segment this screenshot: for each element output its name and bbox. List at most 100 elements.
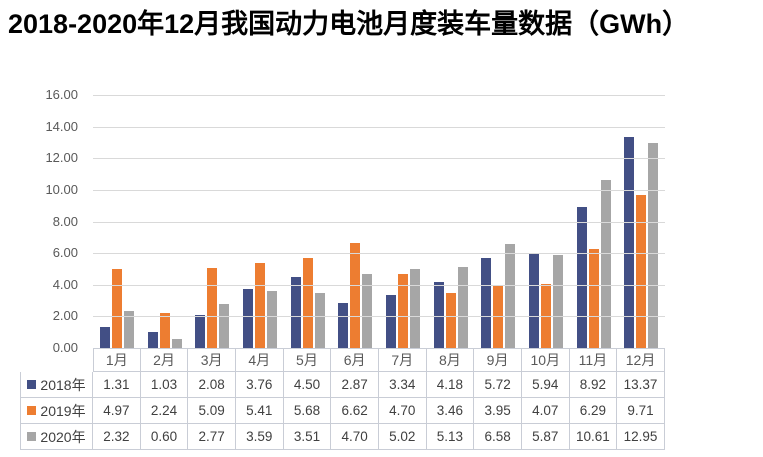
bar-group bbox=[284, 95, 332, 348]
table-value-cell: 5.13 bbox=[426, 424, 475, 450]
y-tick-label: 14.00 bbox=[45, 118, 78, 134]
gridline bbox=[93, 221, 665, 223]
table-value-cell: 2.08 bbox=[188, 372, 236, 398]
table-value-cell: 3.51 bbox=[283, 424, 332, 450]
bar-2018年-6月 bbox=[338, 302, 349, 348]
table-value-cell: 3.59 bbox=[235, 424, 284, 450]
legend-marker-2019年 bbox=[27, 406, 37, 415]
table-value-cell: 5.94 bbox=[521, 372, 570, 398]
bar-2018年-11月 bbox=[576, 207, 587, 348]
bar-2019年-12月 bbox=[636, 194, 647, 348]
bar-2020年-7月 bbox=[409, 268, 420, 348]
bar-2019年-4月 bbox=[254, 262, 265, 348]
month-label-cell: 10月 bbox=[521, 348, 570, 372]
table-value-cell: 6.62 bbox=[331, 398, 379, 424]
table-value-cell: 3.34 bbox=[378, 372, 427, 398]
table-value-cell: 10.61 bbox=[569, 424, 618, 450]
bar-group bbox=[427, 95, 475, 348]
table-value-cell: 13.37 bbox=[617, 372, 665, 398]
bar-2020年-11月 bbox=[600, 180, 611, 348]
bar-2019年-7月 bbox=[397, 273, 408, 348]
table-value-cell: 4.70 bbox=[331, 424, 379, 450]
table-value-cell: 0.60 bbox=[140, 424, 189, 450]
bar-group bbox=[141, 95, 189, 348]
table-value-cell: 12.95 bbox=[617, 424, 665, 450]
table-value-cell: 9.71 bbox=[617, 398, 665, 424]
bar-group bbox=[236, 95, 284, 348]
gridline bbox=[93, 189, 665, 191]
table-value-cell: 2.77 bbox=[188, 424, 236, 450]
plot-area bbox=[93, 95, 665, 349]
bar-2019年-8月 bbox=[445, 293, 456, 348]
gridline bbox=[93, 126, 665, 128]
bar-2020年-10月 bbox=[552, 255, 563, 348]
bar-2020年-4月 bbox=[266, 291, 277, 348]
series-name-label: 2020年 bbox=[40, 428, 86, 445]
month-label-cell: 12月 bbox=[617, 348, 665, 372]
bar-2020年-9月 bbox=[505, 244, 516, 348]
bar-2019年-10月 bbox=[540, 283, 551, 348]
bar-2020年-3月 bbox=[219, 304, 230, 348]
table-value-cell: 5.02 bbox=[378, 424, 427, 450]
table-value-cell: 2.87 bbox=[331, 372, 379, 398]
series-name-cell: 2019年 bbox=[20, 398, 93, 424]
legend-marker-2018年 bbox=[27, 380, 37, 389]
legend-marker-2020年 bbox=[27, 432, 37, 441]
bar-group bbox=[570, 95, 618, 348]
gridline bbox=[93, 95, 665, 96]
bar-2019年-2月 bbox=[159, 312, 170, 348]
bar-2020年-8月 bbox=[457, 266, 468, 348]
bar-group bbox=[522, 95, 570, 348]
table-value-cell: 2.32 bbox=[93, 424, 141, 450]
month-label-cell: 8月 bbox=[426, 348, 475, 372]
bar-2018年-4月 bbox=[242, 288, 253, 348]
y-tick-label: 6.00 bbox=[52, 245, 78, 261]
y-tick-label: 16.00 bbox=[45, 87, 78, 102]
table-value-cell: 1.31 bbox=[93, 372, 141, 398]
bar-2018年-7月 bbox=[385, 295, 396, 348]
table-value-cell: 2.24 bbox=[140, 398, 189, 424]
table-value-cell: 6.29 bbox=[569, 398, 618, 424]
bar-2018年-8月 bbox=[433, 281, 444, 348]
gridline bbox=[93, 284, 665, 286]
bar-2020年-2月 bbox=[171, 338, 182, 348]
y-tick-label: 4.00 bbox=[52, 276, 78, 292]
series-name-label: 2019年 bbox=[40, 402, 86, 419]
month-label-cell: 4月 bbox=[235, 348, 284, 372]
bar-2018年-3月 bbox=[195, 315, 206, 348]
bar-2018年-10月 bbox=[528, 254, 539, 348]
month-label-cell: 9月 bbox=[474, 348, 522, 372]
bar-2019年-5月 bbox=[302, 258, 313, 348]
table-value-cell: 5.09 bbox=[188, 398, 236, 424]
bar-2018年-1月 bbox=[99, 327, 110, 348]
bar-2020年-12月 bbox=[648, 143, 659, 348]
bar-group bbox=[188, 95, 236, 348]
y-tick-label: 12.00 bbox=[45, 150, 78, 166]
bar-group bbox=[93, 95, 141, 348]
table-corner-cell bbox=[20, 348, 93, 372]
bar-2019年-6月 bbox=[350, 243, 361, 348]
month-label-cell: 6月 bbox=[331, 348, 379, 372]
gridline bbox=[93, 316, 665, 318]
month-label-cell: 2月 bbox=[140, 348, 189, 372]
bar-2020年-1月 bbox=[123, 311, 134, 348]
table-value-cell: 3.95 bbox=[474, 398, 522, 424]
month-label-cell: 7月 bbox=[378, 348, 427, 372]
table-value-cell: 5.72 bbox=[474, 372, 522, 398]
table-value-cell: 3.46 bbox=[426, 398, 475, 424]
month-label-cell: 11月 bbox=[569, 348, 618, 372]
bar-2018年-5月 bbox=[290, 276, 301, 348]
table-value-cell: 4.18 bbox=[426, 372, 475, 398]
table-value-cell: 4.07 bbox=[521, 398, 570, 424]
bar-2019年-11月 bbox=[588, 248, 599, 348]
y-tick-label: 2.00 bbox=[52, 308, 78, 324]
month-label-cell: 5月 bbox=[283, 348, 332, 372]
table-value-cell: 5.87 bbox=[521, 424, 570, 450]
series-name-cell: 2018年 bbox=[20, 372, 93, 398]
bar-group bbox=[331, 95, 379, 348]
bar-2019年-1月 bbox=[111, 269, 122, 348]
table-value-cell: 1.03 bbox=[140, 372, 189, 398]
month-label-cell: 3月 bbox=[188, 348, 236, 372]
table-value-cell: 4.70 bbox=[378, 398, 427, 424]
